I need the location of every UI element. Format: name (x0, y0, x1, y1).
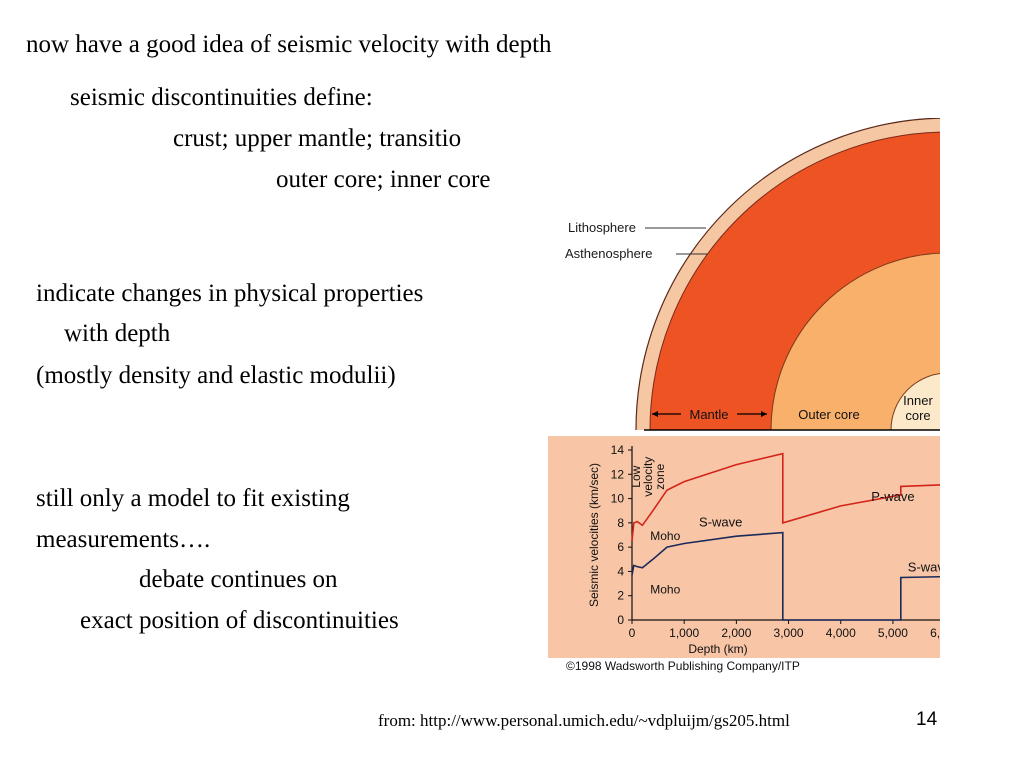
inner-core-layer (890, 373, 940, 430)
debate-line-1: debate continues on (139, 566, 338, 593)
x-tick-label: 0 (629, 626, 636, 640)
properties-line-1: indicate changes in physical properties (36, 280, 424, 307)
outer-core-label: Outer core (798, 407, 859, 422)
y-tick-label: 2 (617, 589, 624, 603)
x-tick-label: 4,000 (826, 626, 856, 640)
s-wave-line (631, 531, 940, 621)
copyright-notice: ©1998 Wadsworth Publishing Company/ITP (566, 659, 800, 673)
discontinuities-intro: seismic discontinuities define: (70, 84, 373, 111)
slide-title: now have a good idea of seismic velocity… (26, 31, 552, 58)
inner-core-label-1: Inner (903, 393, 933, 408)
p-wave-label: P-wave (871, 489, 914, 504)
model-line-1: still only a model to fit existing (36, 485, 350, 512)
properties-line-3: (mostly density and elastic modulii) (36, 362, 396, 389)
y-tick-label: 4 (617, 564, 624, 578)
earth-structure-svg: Lithosphere Asthenosphere Mantle Outer c… (548, 118, 940, 673)
y-tick-label: 0 (617, 613, 624, 627)
source-citation: from: http://www.personal.umich.edu/~vdp… (378, 711, 790, 730)
lithosphere-label: Lithosphere (568, 220, 636, 235)
earth-structure-figure: Lithosphere Asthenosphere Mantle Outer c… (548, 118, 940, 682)
p-wave-line (631, 452, 940, 542)
inner-core-label-2: core (905, 408, 930, 423)
x-axis-title: Depth (km) (688, 642, 747, 656)
outer-core-layer (770, 252, 940, 430)
mantle-label: Mantle (689, 407, 728, 422)
low-velocity-zone-label: zone (653, 463, 667, 489)
y-tick-label: 10 (611, 492, 625, 506)
model-line-2: measurements…. (36, 526, 211, 553)
y-tick-label: 14 (611, 443, 625, 457)
discontinuities-line-1: crust; upper mantle; transitio (173, 125, 462, 152)
y-axis-title: Seismic velocities (km/sec) (587, 463, 601, 607)
low-velocity-zone-label: velocity (641, 457, 655, 497)
page-number: 14 (916, 709, 938, 730)
velocity-plot: 0 2 4 6 8 10 12 14 0 1,000 2,000 3,000 4,000 5,000 6,0… (587, 443, 940, 656)
properties-line-2: with depth (64, 320, 171, 347)
x-tick-label: 6,000 (930, 626, 940, 640)
discontinuities-line-2: outer core; inner core (276, 166, 491, 193)
s-wave-label-core: S-wave (908, 559, 940, 574)
x-tick-label: 5,000 (878, 626, 908, 640)
velocity-plot-background (548, 436, 940, 658)
asthenosphere-label: Asthenosphere (565, 246, 652, 261)
low-velocity-zone-label: Low (629, 465, 643, 487)
x-tick-label: 1,000 (669, 626, 699, 640)
y-tick-label: 6 (617, 540, 624, 554)
x-tick-label: 2,000 (721, 626, 751, 640)
debate-line-2: exact position of discontinuities (80, 607, 399, 634)
x-tick-label: 3,000 (774, 626, 804, 640)
moho-p-label: Moho (650, 529, 680, 543)
y-tick-label: 8 (617, 516, 624, 530)
y-tick-label: 12 (611, 467, 625, 481)
moho-s-label: Moho (650, 582, 680, 596)
s-wave-label-mantle: S-wave (699, 515, 742, 530)
